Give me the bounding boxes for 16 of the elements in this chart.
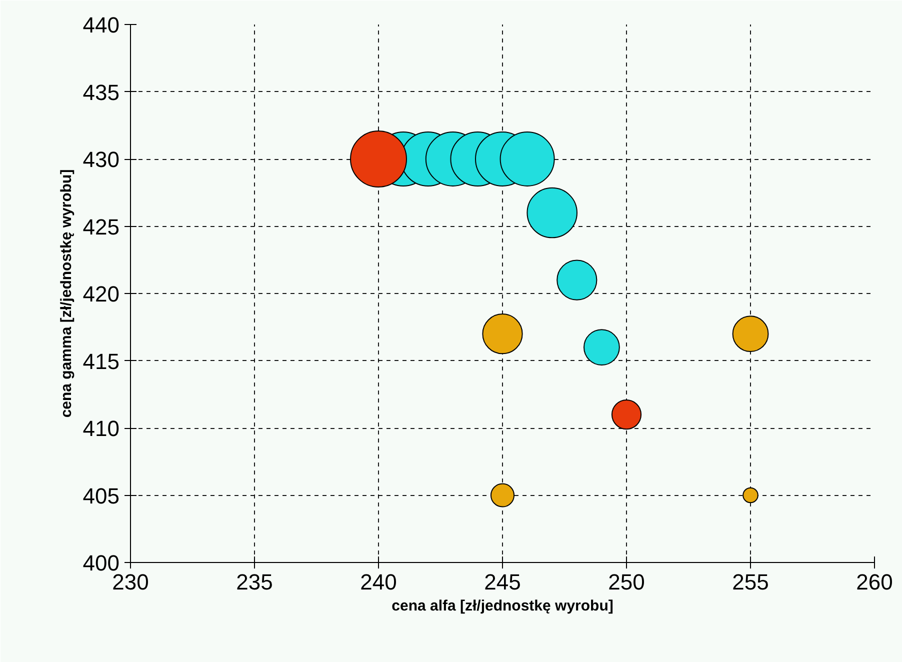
y-axis-title: cena gamma [zł/jednostkę wyrobu]: [58, 169, 75, 418]
y-tick-label: 440: [82, 12, 120, 38]
x-tick-label: 235: [236, 570, 273, 594]
y-tick-label: 430: [82, 147, 120, 172]
x-axis-title: cena alfa [zł/jednostkę wyrobu]: [392, 598, 614, 614]
y-tick-label: 420: [82, 282, 120, 306]
y-tick-label: 410: [82, 416, 120, 441]
y-tick-label: 415: [82, 348, 120, 374]
x-tick-label: 250: [608, 570, 645, 594]
y-tick-label: 435: [82, 80, 120, 105]
x-tick-label: 260: [856, 570, 893, 594]
x-tick-label: 245: [484, 570, 521, 594]
x-tick-label: 240: [360, 570, 397, 594]
x-tick-label: 255: [732, 570, 769, 594]
y-tick-label: 405: [82, 483, 120, 508]
y-tick-label: 425: [82, 214, 120, 240]
